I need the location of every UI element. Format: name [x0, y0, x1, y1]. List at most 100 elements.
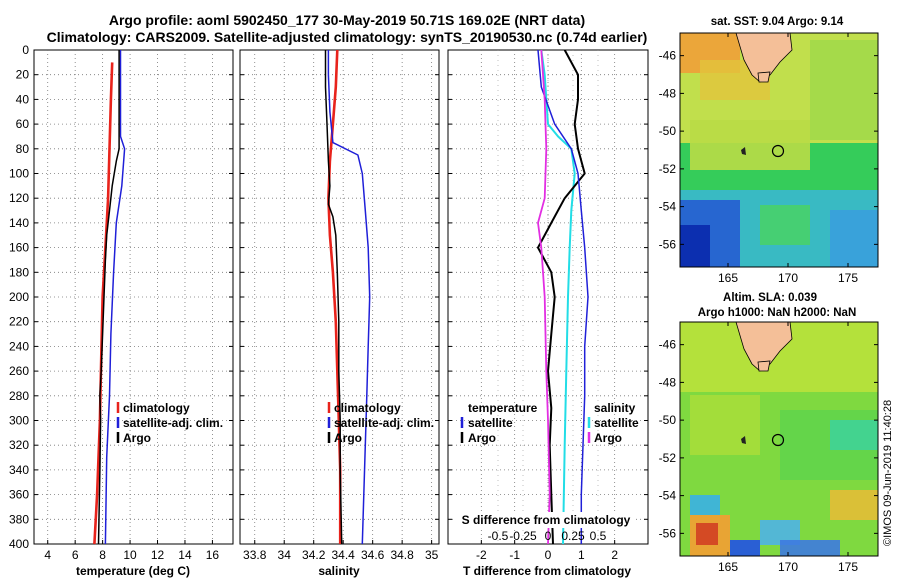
depth-tick-label: 80 — [16, 142, 30, 156]
x-tick-label: 34.4 — [332, 548, 356, 562]
map-y-tick-label: -48 — [659, 86, 677, 100]
legend-s-argo-label: Argo — [594, 431, 622, 445]
series-line-temperature-argo — [537, 49, 586, 545]
difference-lines — [537, 49, 589, 545]
map-x-tick-label: 170 — [778, 560, 798, 574]
x-tick-label: -1 — [509, 548, 520, 562]
depth-tick-label: 160 — [9, 241, 29, 255]
sla-map-title: Altim. SLA: 0.039 — [723, 292, 817, 304]
depth-tick-label: 120 — [9, 191, 29, 205]
depth-tick-label: 380 — [9, 512, 29, 526]
map-x-tick-label: 175 — [838, 560, 858, 574]
sla-map-frame — [679, 321, 879, 557]
depth-tick-label: 320 — [9, 438, 29, 452]
x-tick-label: 4 — [44, 548, 51, 562]
salinity-legend: climatology satellite-adj. clim. Argo — [327, 401, 434, 445]
legend-temperature-header: temperature — [468, 401, 538, 415]
x-tick-label: 16 — [206, 548, 220, 562]
depth-tick-labels: 0 20 40 60 80 100 120 140 160 180 200 220 240 260 280 3… — [9, 43, 29, 551]
south-island-coast — [735, 33, 793, 83]
s-tick-label: -0.25 — [509, 529, 537, 543]
legend-argo-label: Argo — [123, 431, 151, 445]
auckland-islands — [741, 147, 746, 155]
legend-climatology-label: climatology — [334, 401, 401, 415]
x-tick-label: 34.8 — [390, 548, 414, 562]
sst-map-image — [680, 33, 878, 267]
legend-satellite-label: satellite-adj. clim. — [334, 416, 434, 430]
legend-s-satellite-label: satellite — [594, 416, 639, 430]
argo-location-marker — [771, 433, 785, 447]
x-tick-label: 0 — [545, 548, 552, 562]
sla-map-panel: Altim. SLA: 0.039 Argo h1000: NaN h2000:… — [659, 292, 879, 574]
temperature-tick-labels: 4 6 8 10 12 14 16 — [44, 548, 219, 562]
map-y-tick-label: -46 — [659, 49, 677, 63]
series-line-satellite-adj-clim- — [104, 50, 126, 545]
difference-legend: temperature satellite Argo salinity sate… — [460, 401, 639, 445]
salinity-lines — [324, 49, 371, 545]
map-y-tick-label: -50 — [659, 413, 677, 427]
figure-title-line1: Argo profile: aoml 5902450_177 30-May-20… — [109, 12, 585, 28]
depth-tick-label: 360 — [9, 488, 29, 502]
legend-t-argo-label: Argo — [468, 431, 496, 445]
x-tick-label: 33.8 — [243, 548, 267, 562]
x-tick-label: 35 — [425, 548, 439, 562]
s-difference-axis-label: S difference from climatology — [462, 513, 631, 527]
stewart-island-coast — [757, 71, 771, 83]
s-difference-tick-labels: -0.5 -0.25 0 0.25 0.5 — [488, 529, 607, 543]
x-tick-label: 2 — [611, 548, 618, 562]
depth-tick-label: 140 — [9, 216, 29, 230]
sla-map-subtitle: Argo h1000: NaN h2000: NaN — [698, 307, 857, 319]
stewart-island-coast — [757, 360, 771, 372]
series-line-climatology — [93, 62, 114, 545]
series-line-salinity-satellite — [537, 49, 589, 544]
sst-map-title: sat. SST: 9.04 Argo: 9.14 — [711, 16, 844, 28]
series-line-satellite-adj-clim- — [327, 50, 371, 545]
depth-tick-label: 200 — [9, 290, 29, 304]
sla-map-ticks: 165 170 175 -46 -48 -50 -52 -54 -56 — [659, 322, 878, 574]
legend-argo-label: Argo — [334, 431, 362, 445]
x-tick-label: 14 — [178, 548, 192, 562]
map-y-tick-label: -56 — [659, 526, 677, 540]
map-y-tick-label: -46 — [659, 338, 677, 352]
temperature-legend: climatology satellite-adj. clim. Argo — [116, 401, 223, 445]
map-x-tick-label: 170 — [778, 271, 798, 285]
t-difference-tick-labels: -2 -1 0 1 2 — [476, 548, 618, 562]
depth-tick-label: 180 — [9, 265, 29, 279]
depth-tick-label: 40 — [16, 92, 30, 106]
depth-tick-label: 400 — [9, 537, 29, 551]
sst-map-panel: sat. SST: 9.04 Argo: 9.14 165 — [659, 16, 879, 285]
s-tick-label: 0.5 — [590, 529, 607, 543]
sst-map-frame — [679, 32, 879, 268]
s-tick-label: 0.25 — [561, 529, 585, 543]
temperature-axis-label: temperature (deg C) — [76, 564, 190, 578]
s-diff-label-bg — [456, 512, 634, 528]
depth-tick-label: 100 — [9, 167, 29, 181]
sla-map-image — [680, 322, 878, 556]
x-tick-label: 34 — [278, 548, 292, 562]
depth-tick-label: 340 — [9, 463, 29, 477]
argo-location-marker — [771, 144, 785, 158]
auckland-islands — [741, 436, 746, 444]
x-tick-label: 6 — [72, 548, 79, 562]
map-y-tick-label: -50 — [659, 124, 677, 138]
t-difference-axis-label: T difference from climatology — [463, 564, 631, 578]
x-tick-label: -2 — [476, 548, 487, 562]
x-tick-label: 8 — [99, 548, 106, 562]
series-line-argo — [97, 50, 120, 545]
map-y-tick-label: -52 — [659, 451, 677, 465]
map-y-tick-label: -52 — [659, 162, 677, 176]
series-line-argo — [324, 50, 343, 545]
imos-timestamp: ©IMOS 09-Jun-2019 11:40:28 — [882, 400, 894, 546]
depth-tick-label: 260 — [9, 364, 29, 378]
depth-tick-label: 280 — [9, 389, 29, 403]
depth-tick-label: 60 — [16, 117, 30, 131]
legend-salinity-header: salinity — [594, 401, 636, 415]
series-line-salinity-argo — [537, 49, 551, 545]
salinity-tick-labels: 33.8 34 34.2 34.4 34.6 34.8 35 — [243, 548, 439, 562]
legend-climatology-label: climatology — [123, 401, 190, 415]
depth-tick-label: 300 — [9, 414, 29, 428]
depth-tick-label: 240 — [9, 339, 29, 353]
depth-tick-label: 0 — [22, 43, 29, 57]
legend-t-satellite-label: satellite — [468, 416, 513, 430]
salinity-axis-label: salinity — [318, 564, 360, 578]
